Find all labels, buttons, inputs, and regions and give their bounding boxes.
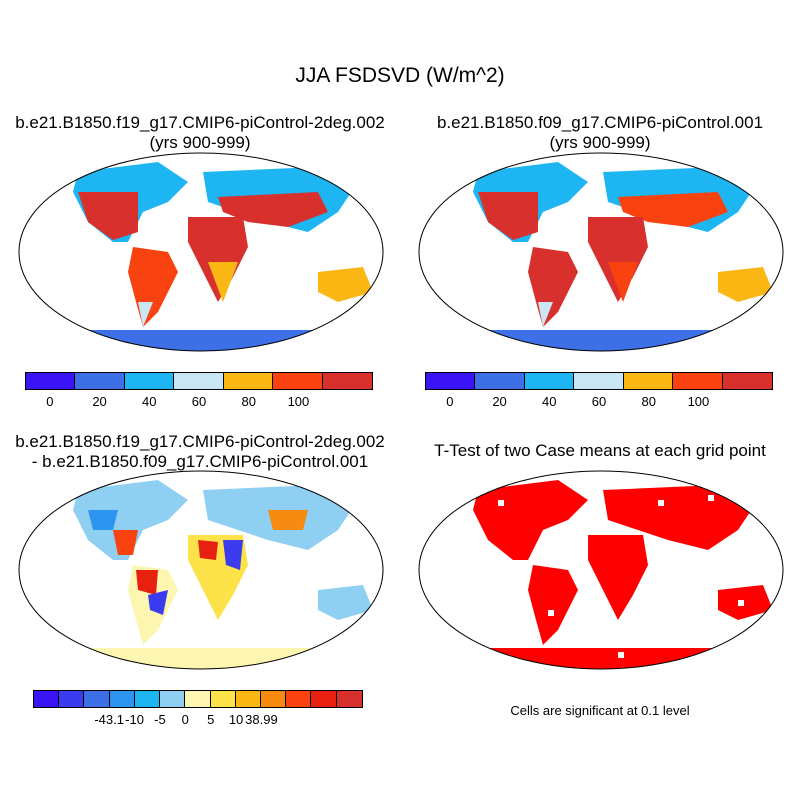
colorbar-difference-ticks: -43.1 -10 -5 0 5 10 38.99 (33, 712, 363, 730)
colorbar-tick-label: 80 (241, 394, 256, 409)
panel-title-line1: b.e21.B1850.f09_g17.CMIP6-piControl.001 (436, 113, 764, 132)
panel-title-line1: b.e21.B1850.f19_g17.CMIP6-piControl-2deg… (15, 432, 385, 451)
colorbar-case1 (25, 372, 373, 390)
colorbar-segment (34, 691, 60, 707)
region-north-america-blue (88, 510, 118, 530)
panel-title-line2: (yrs 900-999) (549, 133, 651, 152)
map-difference (18, 470, 384, 670)
colorbar-segment (722, 373, 772, 389)
figure-title: JJA FSDSVD (W/m^2) (295, 64, 505, 87)
colorbar-segment (134, 691, 161, 707)
region-africa-red (198, 540, 218, 560)
colorbar-segment (26, 373, 76, 389)
colorbar-segment (322, 373, 372, 389)
colorbar-segment (673, 373, 723, 389)
colorbar-tick-label: 0 (446, 394, 454, 409)
colorbar-tick-label: 80 (641, 394, 656, 409)
region-eurasia (603, 485, 758, 550)
colorbar-segment (260, 691, 287, 707)
map-ttest-significance (418, 470, 784, 670)
region-south-america-south (538, 302, 553, 327)
colorbar-segment (84, 691, 110, 707)
colorbar-segment (426, 373, 476, 389)
region-australia (318, 267, 373, 302)
colorbar-segment (336, 691, 362, 707)
colorbar-case2-ticks: 0 20 40 60 80 100 (425, 394, 773, 412)
colorbar-case2 (425, 372, 773, 390)
colorbar-tick-label: 60 (191, 394, 207, 409)
region-north-america (73, 480, 188, 560)
colorbar-tick-label: 0 (46, 394, 54, 409)
colorbar-tick-label: 0 (181, 712, 189, 727)
colorbar-segment (623, 373, 674, 389)
colorbar-segment (59, 691, 85, 707)
colorbar-tick-label: 60 (591, 394, 607, 409)
colorbar-segment (475, 373, 525, 389)
region-north-america-red (113, 530, 138, 555)
colorbar-tick-label: 5 (207, 712, 215, 727)
panel-title-bottom-left: b.e21.B1850.f19_g17.CMIP6-piControl-2deg… (0, 432, 400, 472)
region-australia (718, 585, 773, 620)
map-case2 (418, 152, 784, 352)
region-africa-south (608, 262, 638, 302)
colorbar-case1-ticks: 0 20 40 60 80 100 (25, 394, 373, 412)
region-south-america (528, 565, 578, 645)
region-south-america-red (136, 570, 158, 595)
region-africa (188, 217, 248, 302)
colorbar-segment (235, 691, 261, 707)
region-antarctica (19, 330, 383, 351)
region-africa-blue (223, 540, 243, 570)
panel-title-bottom-right: T-Test of two Case means at each grid po… (400, 441, 800, 461)
panel-title-top-left: b.e21.B1850.f19_g17.CMIP6-piControl-2deg… (0, 113, 400, 153)
colorbar-difference (33, 690, 363, 708)
panel-title-line1: b.e21.B1850.f19_g17.CMIP6-piControl-2deg… (15, 113, 385, 132)
panel-title-line2: (yrs 900-999) (149, 133, 251, 152)
region-antarctica (419, 648, 783, 669)
colorbar-segment (210, 691, 236, 707)
colorbar-tick-label: 38.99 (245, 712, 278, 727)
colorbar-tick-label: 20 (92, 394, 107, 409)
region-eurasia-core (218, 192, 328, 227)
colorbar-segment (75, 373, 125, 389)
colorbar-tick-label: -43.1 (94, 712, 124, 727)
region-south-america-south (138, 302, 153, 327)
colorbar-tick-label: 40 (542, 394, 557, 409)
region-africa-south (208, 262, 238, 302)
region-north-america-core (478, 192, 538, 240)
colorbar-segment (574, 373, 624, 389)
panel-title-line1: T-Test of two Case means at each grid po… (434, 441, 766, 460)
colorbar-segment (160, 691, 186, 707)
colorbar-segment (311, 691, 337, 707)
significance-note: Cells are significant at 0.1 level (510, 703, 690, 718)
region-eurasia-orange (268, 510, 308, 530)
colorbar-segment (286, 691, 312, 707)
map-case1 (18, 152, 384, 352)
colorbar-tick-label: 40 (142, 394, 157, 409)
region-eurasia-core (618, 192, 728, 227)
panel-title-line2: - b.e21.B1850.f09_g17.CMIP6-piControl.00… (31, 452, 369, 471)
colorbar-tick-label: 100 (687, 394, 710, 409)
panel-title-top-right: b.e21.B1850.f09_g17.CMIP6-piControl.001 … (400, 113, 800, 153)
colorbar-tick-label: 100 (287, 394, 310, 409)
colorbar-tick-label: -10 (125, 712, 144, 727)
colorbar-tick-label: 20 (492, 394, 507, 409)
colorbar-segment (185, 691, 211, 707)
region-antarctica (419, 330, 783, 351)
region-antarctica (19, 648, 383, 669)
colorbar-tick-label: -5 (154, 712, 166, 727)
region-africa (588, 217, 648, 302)
colorbar-segment (124, 373, 175, 389)
colorbar-tick-label: 10 (228, 712, 244, 727)
colorbar-segment (223, 373, 274, 389)
region-south-america-blue (148, 590, 168, 615)
colorbar-segment (109, 691, 135, 707)
region-north-america-core (78, 192, 138, 240)
colorbar-segment (174, 373, 224, 389)
colorbar-segment (273, 373, 323, 389)
region-australia (318, 585, 373, 620)
region-africa (588, 535, 648, 620)
region-australia (718, 267, 773, 302)
colorbar-segment (524, 373, 575, 389)
